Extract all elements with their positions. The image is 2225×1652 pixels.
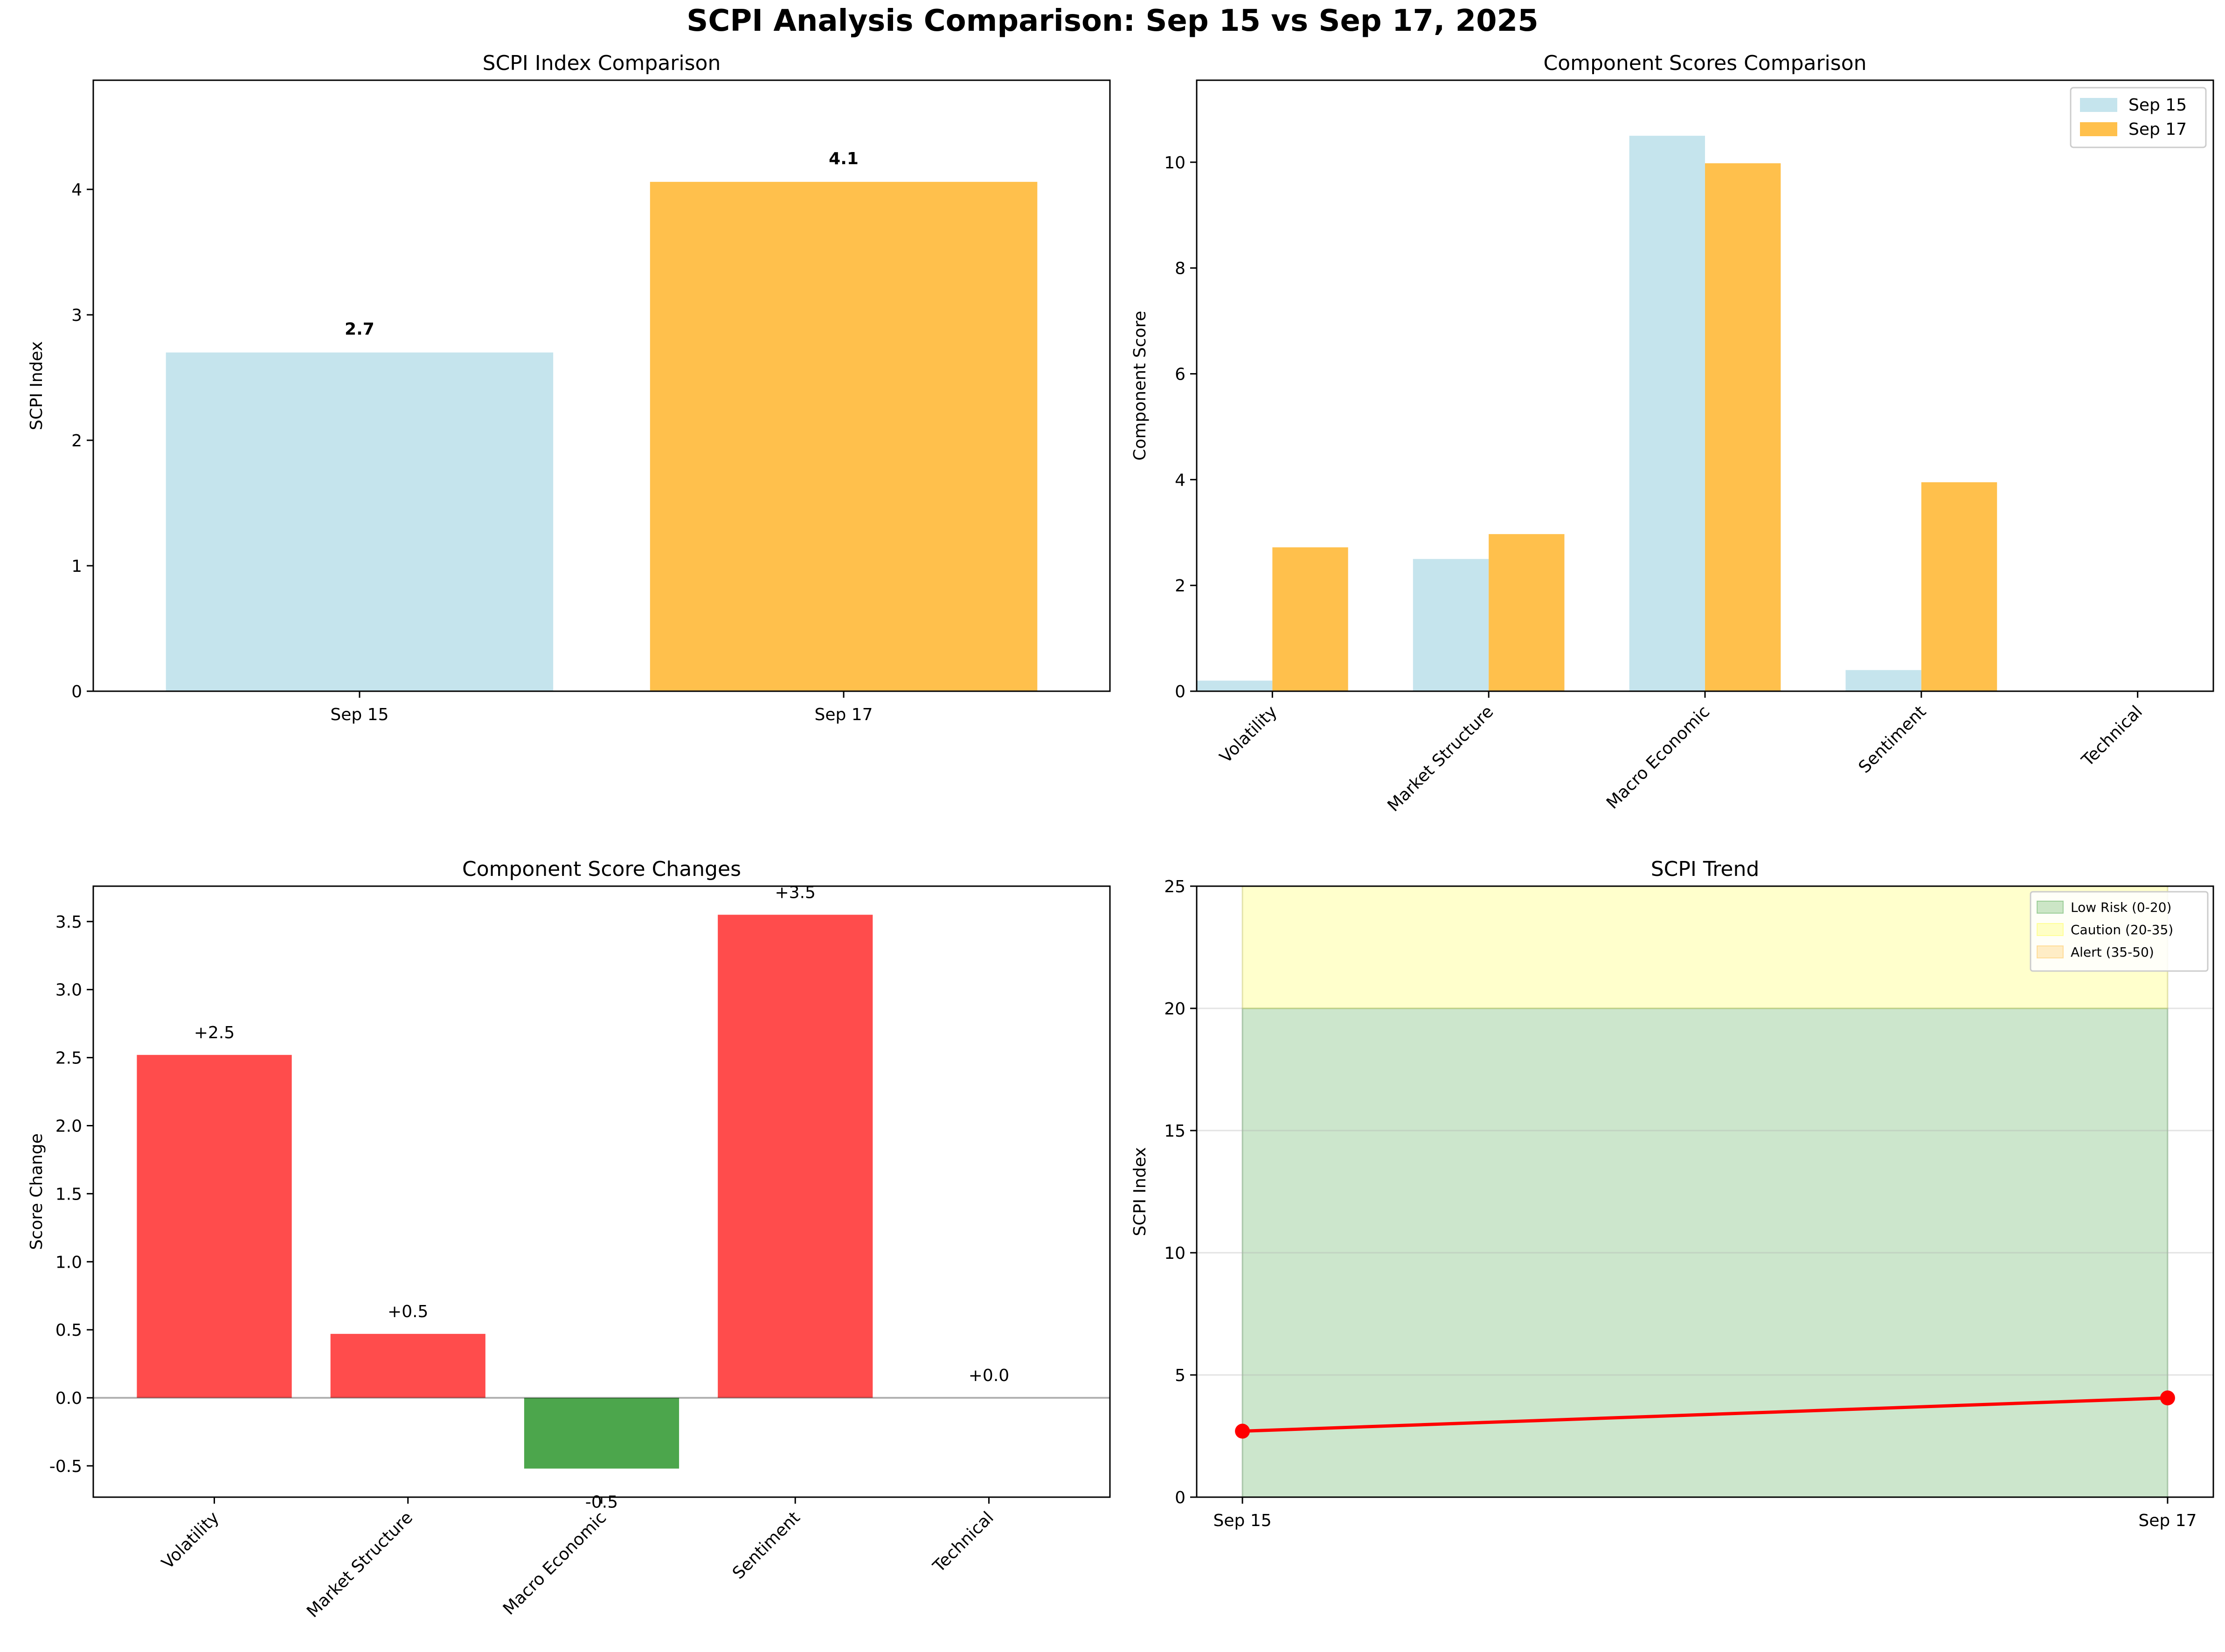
chart-score-changes: +2.5 Volatility +0.5 Market Structure -0.5 Ma… [27, 857, 1111, 1621]
components-legend-swatch [2080, 122, 2117, 136]
trend-ytick-label: 20 [1164, 1000, 1185, 1019]
changes-bar [330, 1333, 485, 1398]
index-data-label: 4.1 [829, 149, 859, 168]
index-axes-frame [92, 79, 1111, 692]
changes-bar [524, 1398, 679, 1469]
chart-scpi-trend: Sep 15 Sep 17 0 5 10 15 20 25 SCPI Trend SCPI Ind… [1130, 857, 2214, 1530]
components-ytick-label: 0 [1175, 682, 1185, 701]
changes-data-label: +0.0 [969, 1366, 1009, 1385]
trend-legend-label: Caution (20-35) [2071, 922, 2173, 937]
index-xtick-label: Sep 17 [814, 705, 873, 724]
changes-title: Component Score Changes [462, 857, 741, 881]
trend-legend-swatch [2037, 901, 2064, 914]
components-legend-label: Sep 17 [2128, 120, 2187, 139]
trend-xtick-label: Sep 17 [2138, 1511, 2197, 1530]
trend-point [1235, 1423, 1250, 1439]
trend-xtick-label: Sep 15 [1213, 1511, 1272, 1530]
components-ytick-label: 2 [1175, 576, 1185, 596]
index-ylabel: SCPI Index [27, 341, 46, 430]
components-axes-frame [1196, 79, 2214, 692]
components-bar [1921, 482, 1997, 691]
trend-ytick-label: 5 [1175, 1366, 1185, 1385]
changes-ytick-label: -0.5 [49, 1457, 82, 1476]
trend-ytick-label: 0 [1175, 1488, 1185, 1507]
components-legend-label: Sep 15 [2128, 96, 2187, 115]
figure-title: SCPI Analysis Comparison: Sep 15 vs Sep … [686, 4, 1539, 38]
components-xtick-label: Macro Economic [1603, 702, 1713, 812]
trend-legend-swatch [2037, 945, 2064, 958]
changes-ytick-label: 2.0 [55, 1117, 82, 1136]
trend-ytick-label: 25 [1164, 877, 1185, 896]
trend-axes-frame [1196, 885, 2214, 1498]
changes-ytick-label: 1.0 [55, 1253, 82, 1272]
changes-ytick-label: 2.5 [55, 1049, 82, 1068]
trend-ytick-label: 10 [1164, 1244, 1185, 1263]
changes-bar [718, 915, 873, 1398]
trend-series-line [1242, 1396, 2168, 1433]
components-bar [1489, 534, 1565, 691]
components-ylabel: Component Score [1130, 311, 1150, 460]
changes-xtick-label: Sentiment [729, 1508, 804, 1583]
index-ytick-label: 1 [71, 557, 82, 576]
trend-legend-frame [2030, 891, 2209, 972]
trend-legend-label: Alert (35-50) [2071, 944, 2154, 960]
components-ytick-label: 10 [1164, 153, 1185, 173]
changes-ytick-label: 3.0 [55, 981, 82, 1000]
components-bar [1629, 136, 1705, 691]
components-ytick-label: 4 [1175, 471, 1185, 490]
components-ytick-label: 8 [1175, 259, 1185, 278]
trend-point [2160, 1390, 2175, 1406]
chart-component-scores: Volatility Market Structure Macro Economic… [1130, 51, 2214, 815]
changes-ytick-label: 0.0 [55, 1389, 82, 1408]
trend-ylabel: SCPI Index [1130, 1147, 1150, 1236]
components-xtick-label: Market Structure [1384, 702, 1497, 815]
changes-data-label: +0.5 [388, 1302, 428, 1321]
components-ytick-label: 6 [1175, 365, 1185, 384]
components-bar [1845, 670, 1921, 691]
components-bar [1272, 547, 1348, 691]
components-xtick-label: Technical [2078, 702, 2146, 770]
index-bar [650, 181, 1038, 691]
components-xtick-label: Volatility [1216, 702, 1281, 767]
components-title: Component Scores Comparison [1543, 51, 1866, 75]
components-legend: Sep 15 Sep 17 [2070, 87, 2207, 148]
changes-xtick-label: Volatility [158, 1508, 223, 1573]
index-ytick-label: 4 [71, 180, 82, 200]
components-bar [1197, 680, 1273, 691]
index-ytick-label: 2 [71, 431, 82, 451]
components-xtick-label: Sentiment [1855, 702, 1930, 777]
trend-legend: Low Risk (0-20) Caution (20-35) Alert (35-… [2030, 891, 2209, 972]
trend-legend-label: Low Risk (0-20) [2071, 900, 2171, 915]
index-data-label: 2.7 [345, 320, 374, 339]
changes-xtick-label: Macro Economic [499, 1508, 610, 1618]
components-bar [1413, 559, 1489, 691]
changes-axes-frame [92, 885, 1111, 1498]
changes-bar [137, 1055, 292, 1398]
changes-data-label: +2.5 [194, 1023, 235, 1042]
index-title: SCPI Index Comparison [483, 51, 721, 75]
changes-xtick-label: Market Structure [303, 1508, 416, 1621]
changes-ytick-label: 3.5 [55, 913, 82, 932]
changes-xtick-label: Technical [929, 1508, 998, 1576]
components-bar [1705, 163, 1781, 691]
changes-ytick-label: 1.5 [55, 1185, 82, 1204]
index-bar [166, 352, 554, 691]
chart-index-comparison: 2.7 Sep 15 4.1 Sep 17 0 1 2 3 4 SCPI Index Compar… [27, 51, 1111, 724]
index-ytick-label: 3 [71, 306, 82, 325]
trend-ytick-label: 15 [1164, 1122, 1185, 1141]
trend-legend-swatch [2037, 923, 2064, 936]
changes-ytick-label: 0.5 [55, 1321, 82, 1340]
trend-title: SCPI Trend [1651, 857, 1760, 881]
index-xtick-label: Sep 15 [330, 705, 388, 724]
index-ytick-label: 0 [71, 682, 82, 701]
trend-zone [1241, 886, 2169, 1009]
changes-ylabel: Score Change [27, 1133, 46, 1250]
components-legend-swatch [2080, 98, 2117, 112]
